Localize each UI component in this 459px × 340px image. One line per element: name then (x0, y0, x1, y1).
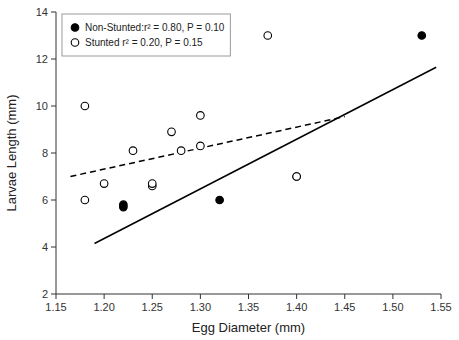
y-tick (51, 106, 56, 107)
legend-marker (71, 24, 79, 32)
x-tick (104, 294, 105, 299)
y-tick-label: 10 (36, 100, 48, 112)
y-tick-label: 14 (36, 6, 48, 18)
point (168, 128, 176, 136)
x-tick-label: 1.55 (430, 301, 451, 313)
point (81, 196, 89, 204)
x-tick (296, 294, 297, 299)
x-tick (344, 294, 345, 299)
x-tick-label: 1.25 (142, 301, 163, 313)
x-axis-label: Egg Diameter (mm) (192, 320, 305, 335)
x-tick-label: 1.45 (334, 301, 355, 313)
point (418, 32, 426, 40)
x-tick (200, 294, 201, 299)
x-tick (441, 294, 442, 299)
trend-line (95, 67, 437, 243)
point (148, 180, 156, 188)
x-tick-label: 1.35 (238, 301, 259, 313)
axes: 1.15 1.20 1.25 1.30 1.35 1.40 1.45 1.50 1.55 2 4 6 8… (36, 6, 452, 313)
point (293, 173, 301, 181)
x-tick (392, 294, 393, 299)
legend-label: Stunted r² = 0.20, P = 0.15 (85, 37, 203, 48)
legend-frame (62, 14, 230, 56)
x-tick-label: 1.30 (190, 301, 211, 313)
x-tick-label: 1.40 (286, 301, 307, 313)
y-tick-label: 8 (42, 147, 48, 159)
plot-area (70, 32, 436, 244)
point (264, 32, 272, 40)
y-tick (51, 59, 56, 60)
y-tick (51, 200, 56, 201)
legend-marker (71, 39, 79, 47)
point (293, 173, 301, 181)
y-tick (51, 247, 56, 248)
point (197, 142, 205, 150)
trend-line (70, 117, 344, 177)
x-tick (248, 294, 249, 299)
y-tick-label: 4 (42, 241, 48, 253)
point (81, 102, 89, 110)
point (197, 112, 205, 120)
legend: Non-Stunted:r² = 0.80, P = 0.10 Stunted r… (62, 14, 230, 56)
y-tick (51, 153, 56, 154)
points (81, 32, 425, 211)
y-tick (51, 12, 56, 13)
x-tick (56, 294, 57, 299)
chart: 1.15 1.20 1.25 1.30 1.35 1.40 1.45 1.50 1.55 2 4 6 8… (0, 0, 459, 340)
y-tick-label: 12 (36, 53, 48, 65)
point (120, 203, 128, 211)
x-tick-label: 1.50 (382, 301, 403, 313)
point (100, 180, 108, 188)
x-tick-label: 1.15 (45, 301, 66, 313)
legend-label: Non-Stunted:r² = 0.80, P = 0.10 (85, 22, 225, 33)
lines (70, 67, 436, 243)
y-tick-label: 6 (42, 194, 48, 206)
point (216, 196, 224, 204)
x-tick (152, 294, 153, 299)
x-tick-label: 1.20 (93, 301, 114, 313)
y-axis-label: Larvae Length (mm) (4, 94, 19, 211)
y-tick-label: 2 (42, 288, 48, 300)
point (129, 147, 137, 155)
y-tick (51, 294, 56, 295)
point (177, 147, 185, 155)
